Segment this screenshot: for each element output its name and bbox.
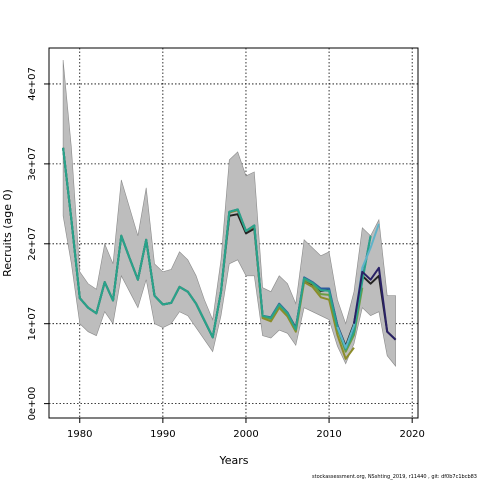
y-tick-label-0: 0e+00	[27, 387, 38, 421]
series-line-4	[62, 147, 372, 351]
x-axis-label: Years	[218, 454, 248, 467]
series-lines-layer	[62, 147, 397, 360]
y-tick-label-4: 4e+07	[27, 67, 38, 101]
grid-lines	[49, 48, 418, 418]
x-axis: 1980 1990 2000 2010 2020	[67, 418, 425, 440]
footer-credit: stockassessment.org, NSshting_2019, r114…	[312, 474, 477, 480]
series-line-6	[353, 266, 397, 341]
y-axis-label: Recruits (age 0)	[1, 189, 14, 277]
x-tick-label-1: 1990	[150, 429, 175, 440]
y-tick-label-3: 3e+07	[27, 147, 38, 181]
y-tick-label-1: 1e+07	[27, 307, 38, 341]
x-tick-label-0: 1980	[67, 429, 92, 440]
x-tick-label-2: 2000	[233, 429, 258, 440]
y-tick-label-2: 2e+07	[27, 227, 38, 261]
plot-frame	[48, 47, 419, 419]
x-tick-label-3: 2010	[316, 429, 341, 440]
x-tick-label-4: 2020	[399, 429, 424, 440]
y-axis: 0e+00 1e+07 2e+07 3e+07 4e+07	[27, 67, 49, 420]
